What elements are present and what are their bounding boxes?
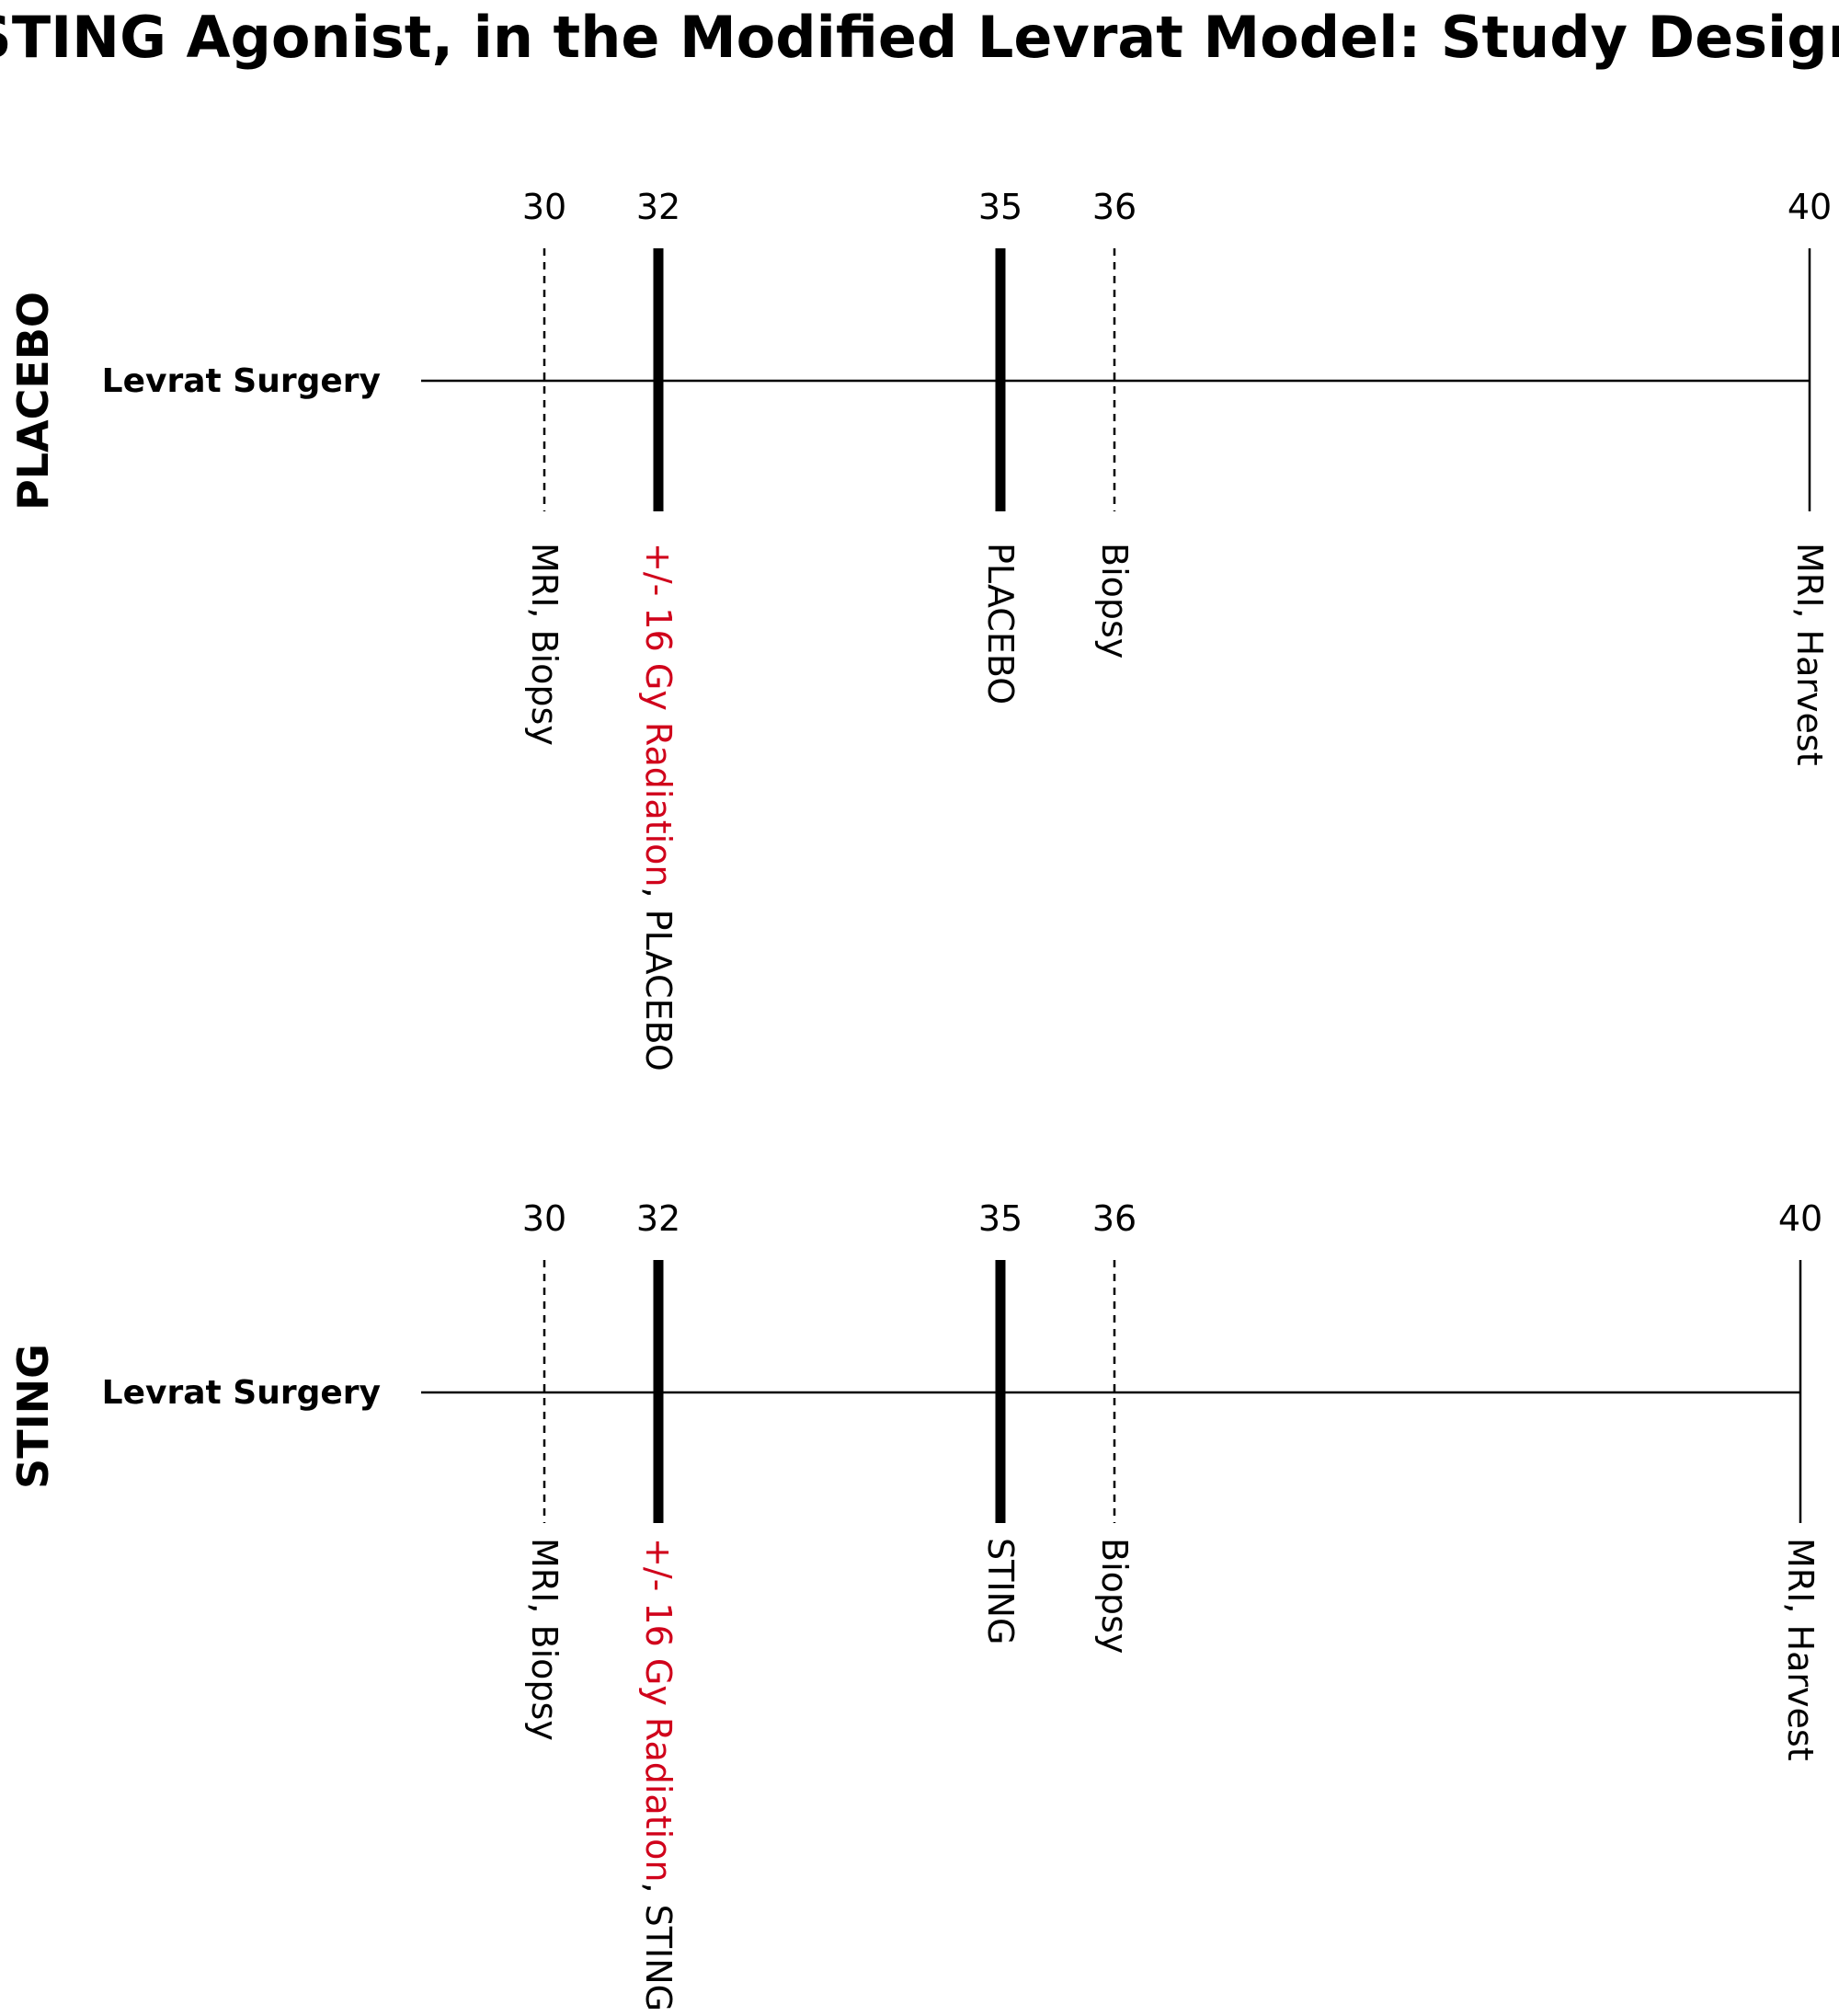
group-label: PLACEBO [8, 292, 58, 510]
start-label: Levrat Surgery [102, 1374, 381, 1412]
start-label: Levrat Surgery [102, 362, 381, 400]
event-label-part: , PLACEBO [638, 888, 679, 1071]
event-label: Biopsy [1094, 1538, 1135, 1654]
timeline-panel-placebo: PLACEBO Levrat Surgery 30 MRI, Biopsy 32 +/- … [8, 187, 1832, 1071]
tick-label: 35 [978, 1198, 1022, 1239]
tick-label: 40 [1788, 187, 1832, 227]
tick-label: 40 [1778, 1198, 1822, 1239]
event-label-part: MRI, Harvest [1789, 543, 1830, 766]
diagram-title: STING Agonist, in the Modified Levrat Mo… [0, 4, 1839, 71]
event-label-highlight: +/- 16 Gy Radiation [638, 1538, 679, 1883]
timeline-panels: PLACEBO Levrat Surgery 30 MRI, Biopsy 32 +/- … [8, 187, 1832, 2011]
event-label: PLACEBO [980, 543, 1021, 704]
tick-label: 32 [636, 1198, 680, 1239]
event-label-part: MRI, Harvest [1780, 1538, 1821, 1761]
group-label: STING [8, 1344, 58, 1489]
event-label-part: MRI, Biopsy [524, 543, 565, 746]
event-label: MRI, Biopsy [524, 1538, 565, 1741]
event-label-part: , STING [638, 1883, 679, 2012]
tick-label: 36 [1092, 1198, 1137, 1239]
timeline-panel-sting: STING Levrat Surgery 30 MRI, Biopsy 32 +/- 16… [8, 1198, 1822, 2011]
event-label: STING [980, 1538, 1021, 1644]
event-label-highlight: +/- 16 Gy Radiation [638, 543, 679, 888]
tick-label: 30 [522, 187, 566, 227]
event-label: +/- 16 Gy Radiation, STING [638, 1538, 679, 2011]
event-label: MRI, Harvest [1789, 543, 1830, 766]
event-label: Biopsy [1094, 543, 1135, 659]
event-label: MRI, Biopsy [524, 543, 565, 746]
tick-label: 32 [636, 187, 680, 227]
event-label-part: PLACEBO [980, 543, 1021, 704]
event-label-part: STING [980, 1538, 1021, 1644]
event-label: MRI, Harvest [1780, 1538, 1821, 1761]
tick-label: 35 [978, 187, 1022, 227]
tick-label: 36 [1092, 187, 1137, 227]
event-label: +/- 16 Gy Radiation, PLACEBO [638, 543, 679, 1071]
tick-label: 30 [522, 1198, 566, 1239]
event-label-part: Biopsy [1094, 1538, 1135, 1654]
event-label-part: Biopsy [1094, 543, 1135, 659]
event-label-part: MRI, Biopsy [524, 1538, 565, 1741]
